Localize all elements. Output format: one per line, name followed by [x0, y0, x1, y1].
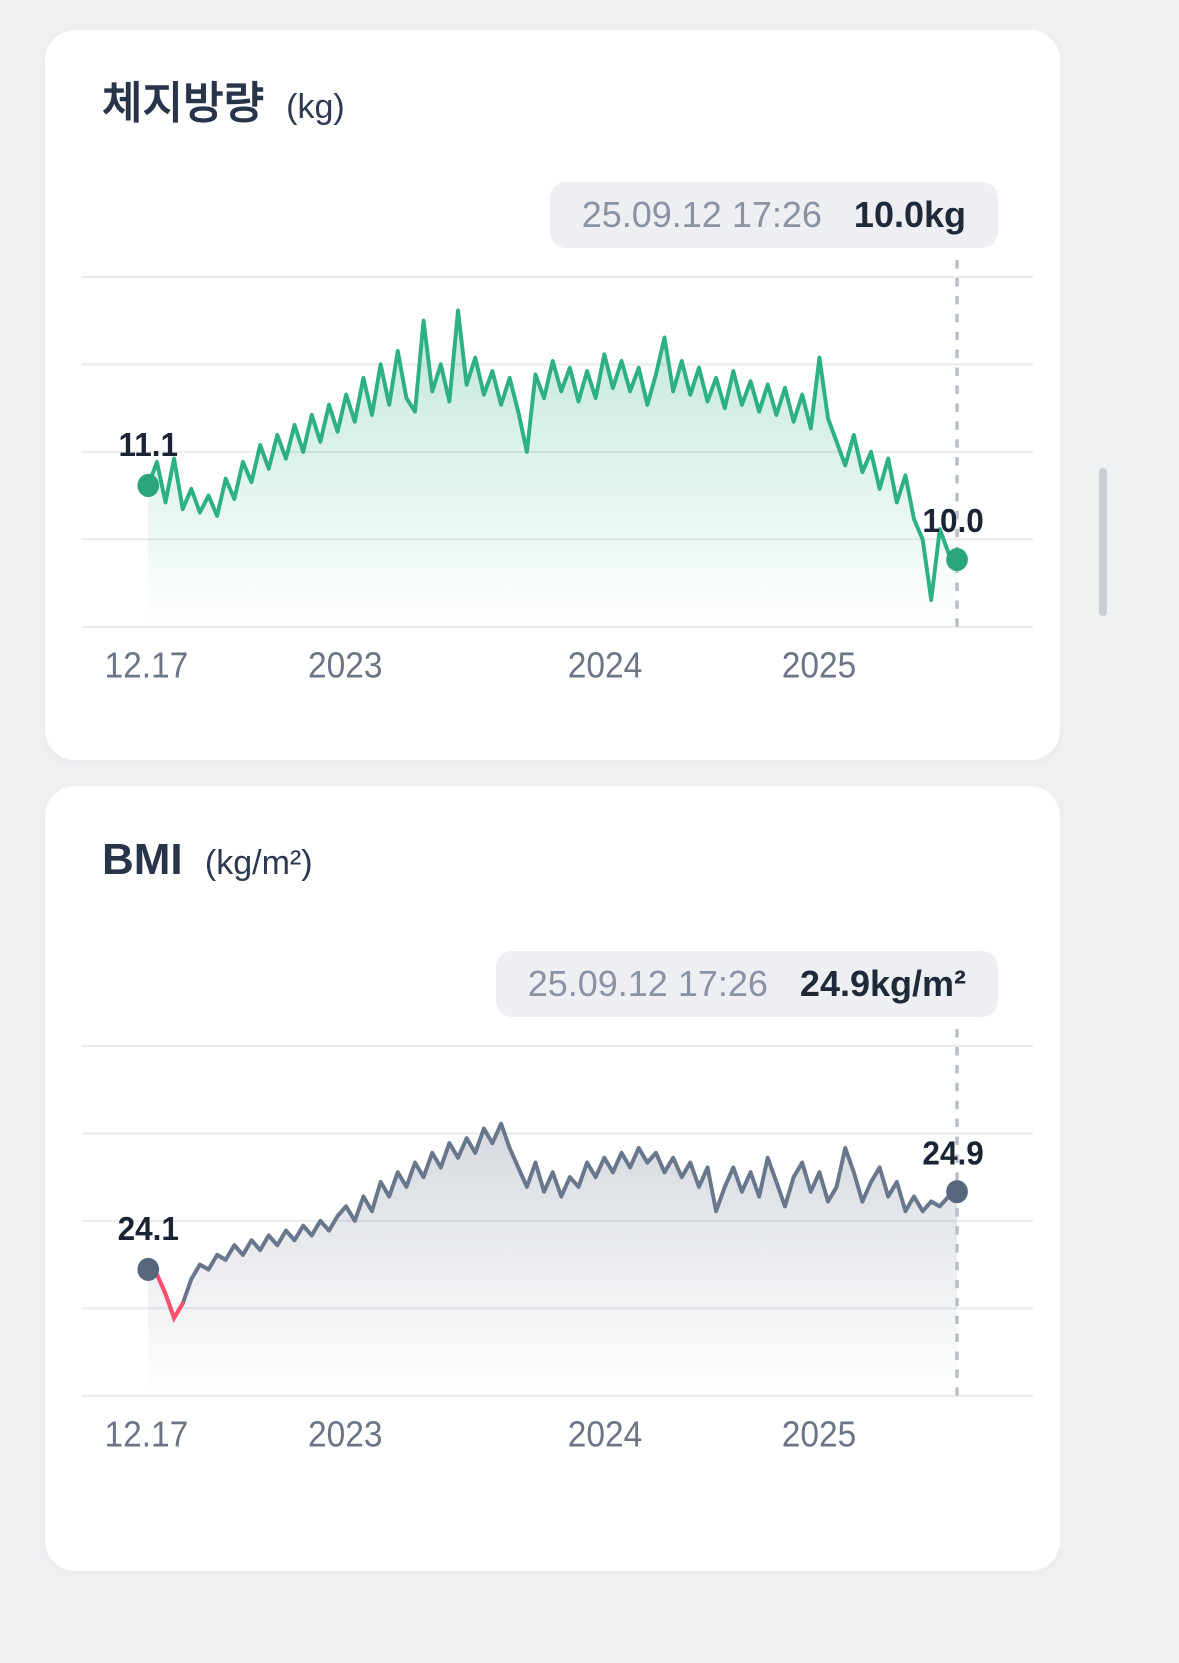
chart-area-fill [148, 1123, 958, 1396]
body-fat-card-title: 체지방량 (kg) [102, 79, 1060, 128]
metric-unit: (kg/m²) [204, 844, 313, 883]
start-value-label: 11.1 [118, 425, 178, 463]
chart-line [146, 1121, 960, 1320]
start-point-dot [137, 1257, 160, 1281]
x-axis-tick-label: 2024 [568, 647, 642, 686]
bmi-card: BMI (kg/m²) 25.09.12 17:26 24.9kg/m² 24.… [45, 786, 1060, 1571]
bmi-line-chart[interactable]: 24.1 24.9 12.17 2023 2024 2025 [60, 1027, 1045, 1459]
selected-point-tooltip: 25.09.12 17:26 24.9kg/m² [495, 950, 998, 1017]
start-value-label: 24.1 [118, 1209, 179, 1247]
body-fat-card: 체지방량 (kg) 25.09.12 17:26 10.0kg 11.1 10.0… [45, 30, 1060, 761]
end-value-label: 24.9 [922, 1133, 983, 1171]
selected-point-tooltip: 25.09.12 17:26 10.0kg [549, 182, 998, 249]
x-axis-tick-label: 12.17 [105, 1415, 189, 1454]
chart-area-fill [148, 310, 958, 628]
start-point-dot [137, 474, 160, 498]
x-axis-tick-label: 12.17 [105, 647, 189, 686]
metric-name: 체지방량 [102, 79, 264, 128]
alert-segment [154, 1271, 185, 1323]
tooltip-date: 25.09.12 17:26 [527, 962, 768, 1004]
x-axis-tick-label: 2023 [308, 647, 382, 686]
end-value-label: 10.0 [922, 502, 983, 540]
x-axis-tick-label: 2024 [568, 1415, 642, 1454]
tooltip-value: 10.0kg [853, 194, 966, 236]
metric-unit: (kg) [286, 88, 345, 126]
end-point-dot [946, 1179, 968, 1204]
tooltip-value: 24.9kg/m² [799, 962, 966, 1004]
x-axis-tick-label: 2025 [782, 647, 856, 686]
end-point-dot [946, 548, 968, 572]
metric-name: BMI [102, 835, 183, 885]
scrollbar-thumb[interactable] [1099, 468, 1107, 616]
tooltip-date: 25.09.12 17:26 [581, 194, 822, 236]
tooltip-row: 25.09.12 17:26 24.9kg/m² [45, 950, 998, 1017]
x-axis-tick-label: 2023 [308, 1415, 382, 1454]
tooltip-row: 25.09.12 17:26 10.0kg [45, 182, 998, 249]
body-fat-line-chart[interactable]: 11.1 10.0 12.17 2023 2024 2025 [60, 258, 1045, 690]
chart-line [146, 308, 960, 603]
bmi-card-title: BMI (kg/m²) [102, 836, 1060, 884]
x-axis-tick-label: 2025 [782, 1415, 856, 1454]
